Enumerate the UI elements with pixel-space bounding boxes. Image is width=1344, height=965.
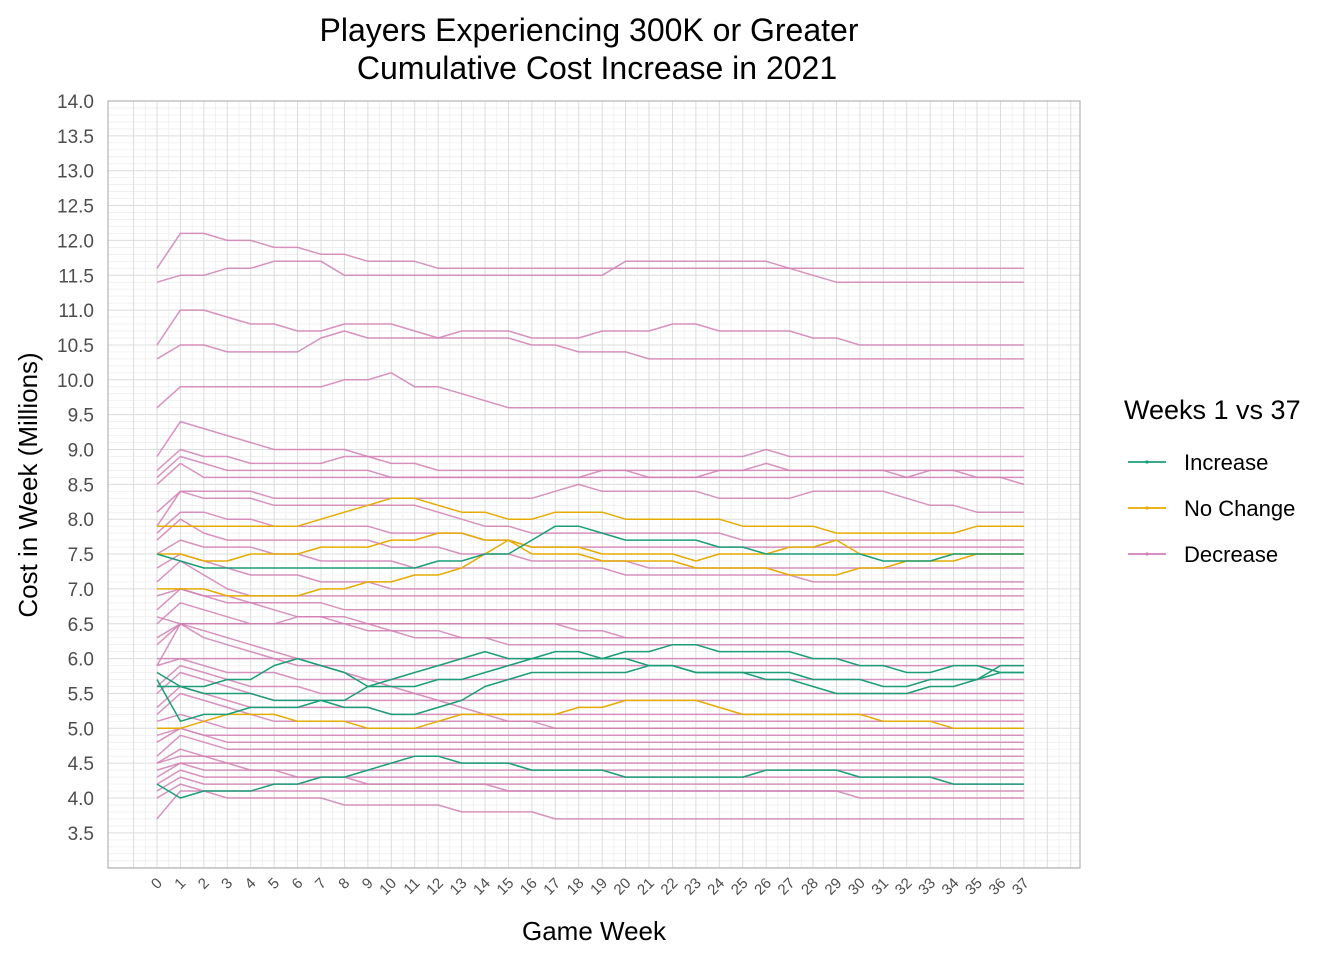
y-tick-label: 13.0	[57, 162, 94, 183]
y-tick-label: 10.0	[57, 371, 94, 392]
y-axis-ticks: 3.5 4.0 4.5 5.0 5.5 6.0 6.5 7.0 7.5 8.0 8.5 9.0 9.5 1…	[57, 92, 94, 845]
series-line-increase-4	[156, 525, 1024, 569]
y-tick-label: 10.5	[57, 336, 94, 357]
series-line-decrease-33	[156, 762, 1024, 771]
series-line-no-change-4	[157, 699, 1024, 730]
legend-key-point	[1145, 506, 1149, 510]
y-tick-label: 8.5	[68, 475, 94, 496]
legend-label-no-change: No Change	[1184, 496, 1295, 521]
legend-keys: Increase No Change Decrease	[1128, 450, 1295, 567]
plot-panel-border	[107, 100, 1081, 869]
series-line-decrease-10	[156, 483, 1024, 513]
y-tick-label: 11.0	[58, 301, 94, 322]
legend-label-increase: Increase	[1184, 450, 1268, 475]
chart-title-line-1: Players Experiencing 300K or Greater	[320, 12, 859, 48]
series-line-decrease-31	[156, 734, 1024, 757]
series-lines	[156, 232, 1025, 820]
series-line-no-change-2	[157, 532, 1024, 576]
y-tick-label: 7.5	[68, 545, 94, 566]
series-line-increase-1	[156, 643, 1024, 688]
y-tick-label: 11.5	[58, 266, 94, 287]
series-line-decrease-4	[156, 330, 1024, 360]
series-line-decrease-29	[156, 727, 1024, 737]
legend-title: Weeks 1 vs 37	[1124, 395, 1301, 425]
y-tick-label: 12.0	[57, 231, 94, 252]
series-line-decrease-14	[156, 539, 1024, 583]
y-tick-label: 9.5	[68, 406, 94, 427]
y-tick-label: 6.0	[68, 650, 94, 671]
series-line-no-change-3	[157, 539, 1024, 597]
x-axis-title: Game Week	[522, 916, 667, 946]
series-line-decrease-15	[156, 553, 1024, 590]
y-axis-title: Cost in Week (Millions)	[13, 352, 43, 617]
series-line-decrease-41	[156, 616, 1024, 639]
y-tick-label: 13.5	[57, 127, 94, 148]
y-tick-label: 7.0	[68, 580, 94, 601]
y-tick-label: 6.5	[68, 615, 94, 636]
y-tick-label: 4.5	[68, 754, 94, 775]
series-line-decrease-16	[156, 560, 1024, 597]
y-tick-label: 4.0	[68, 789, 94, 810]
series-line-decrease-20	[156, 616, 1024, 646]
y-tick-label: 9.0	[68, 441, 94, 462]
legend-label-decrease: Decrease	[1184, 542, 1278, 567]
legend-key-point	[1145, 460, 1149, 464]
y-tick-label: 3.5	[68, 824, 94, 845]
series-line-decrease-1	[156, 232, 1024, 270]
y-tick-label: 5.5	[68, 684, 94, 705]
series-line-decrease-39	[156, 748, 1024, 792]
y-tick-label: 12.5	[57, 197, 94, 218]
series-line-decrease-6	[156, 420, 1024, 458]
chart-title-line-2: Cumulative Cost Increase in 2021	[357, 50, 837, 86]
y-tick-label: 14.0	[57, 92, 94, 113]
series-line-decrease-36	[156, 776, 1024, 792]
series-line-increase-2	[156, 657, 1024, 723]
series-line-increase-3	[156, 755, 1024, 799]
series-line-decrease-17	[156, 588, 1024, 611]
series-line-decrease-8	[156, 455, 1025, 486]
series-line-decrease-12	[156, 511, 1024, 548]
series-line-decrease-32	[156, 755, 1024, 764]
legend: Weeks 1 vs 37 Increase No Change Decrease	[1124, 395, 1301, 567]
series-line-decrease-2	[156, 260, 1024, 283]
series-line-decrease-9	[156, 462, 1024, 485]
series-line-no-change-1	[157, 497, 1024, 534]
series-line-decrease-26	[156, 685, 1024, 716]
series-line-decrease-5	[156, 372, 1024, 409]
series-line-decrease-38	[156, 790, 1024, 820]
y-tick-label: 5.0	[68, 719, 94, 740]
y-tick-label: 8.0	[68, 510, 94, 531]
legend-key-point	[1145, 552, 1149, 556]
series-line-decrease-11	[156, 490, 1024, 541]
series-line-decrease-3	[156, 309, 1024, 346]
series-line-increase-5	[157, 664, 1024, 716]
series-line-decrease-30	[156, 727, 1024, 743]
series-line-decrease-23	[156, 657, 1024, 681]
